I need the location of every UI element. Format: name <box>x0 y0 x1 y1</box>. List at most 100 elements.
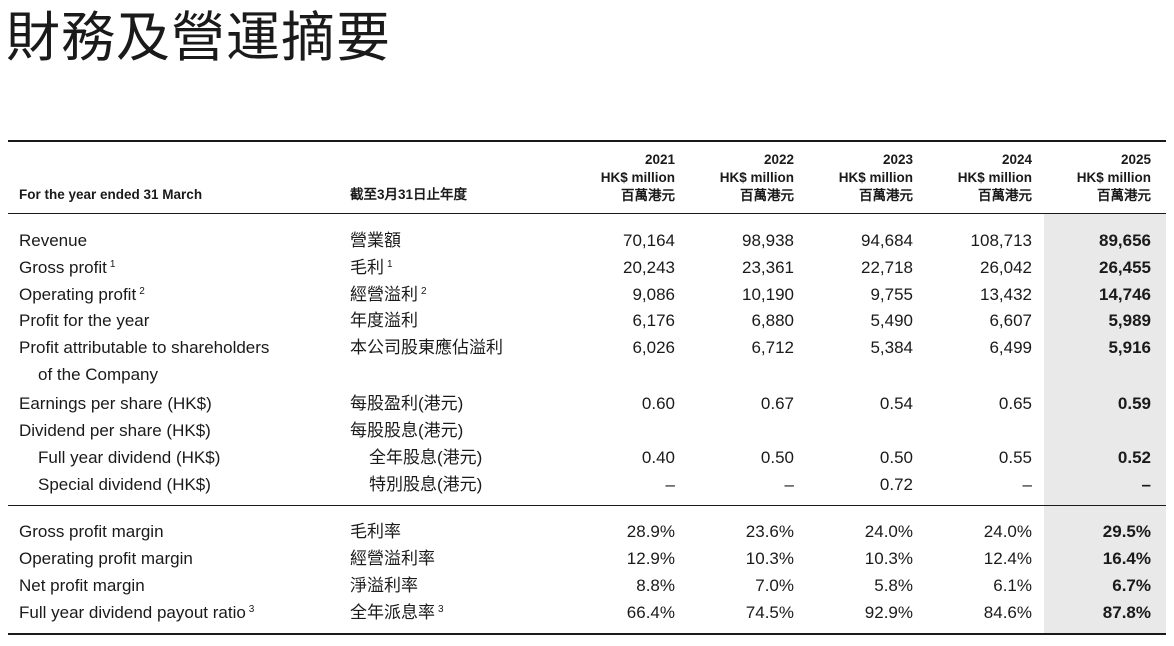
footnote-marker: 3 <box>438 604 444 615</box>
row-label-zh: 每股股息(港元) <box>350 421 464 440</box>
table-bottom-rule <box>8 633 1166 635</box>
value-2024: 6,607 <box>989 311 1032 330</box>
section-divider <box>8 505 1166 506</box>
header-year-2022: 2022 HK$ million 百萬港元 <box>674 151 794 205</box>
value-2023: 0.54 <box>879 394 913 413</box>
value-2025: 16.4% <box>1102 549 1151 568</box>
value-2025: 6.7% <box>1112 576 1151 595</box>
value-2022: 6,712 <box>751 338 794 357</box>
value-2021: 28.9% <box>626 522 675 541</box>
row-label-en: Full year dividend (HK$) <box>38 448 221 467</box>
value-2021: 12.9% <box>626 549 675 568</box>
row-label-en: Gross profit margin <box>19 522 164 541</box>
table-top-rule <box>8 140 1166 142</box>
row-label-zh: 營業額 <box>350 231 401 250</box>
value-2023: 5.8% <box>874 576 913 595</box>
value-2022: 98,938 <box>742 231 794 250</box>
value-2022: 0.50 <box>760 448 794 467</box>
value-2021: – <box>665 475 675 494</box>
header-label-zh: 截至3月31日止年度 <box>350 187 468 202</box>
footnote-marker: 2 <box>139 286 145 297</box>
value-2024: 26,042 <box>980 258 1032 277</box>
row-label-zh: 經營溢利率 <box>350 549 435 568</box>
header-year-2025: 2025 HK$ million 百萬港元 <box>1031 151 1151 205</box>
header-rule <box>8 213 1166 214</box>
value-2022: 0.67 <box>760 394 794 413</box>
row-label-en-continued: of the Company <box>38 365 159 384</box>
unit-zh-label: 百萬港元 <box>621 188 675 203</box>
value-2024: 108,713 <box>970 231 1032 250</box>
header-year-2024: 2024 HK$ million 百萬港元 <box>912 151 1032 205</box>
unit-zh-label: 百萬港元 <box>1097 188 1151 203</box>
value-2023: 24.0% <box>864 522 913 541</box>
value-2022: 10,190 <box>742 285 794 304</box>
value-2023: 5,384 <box>870 338 913 357</box>
row-label-zh: 毛利 1 <box>350 258 393 277</box>
value-2021: 8.8% <box>636 576 675 595</box>
row-label-en: Operating profit 2 <box>19 285 145 304</box>
row-label-zh: 本公司股東應佔溢利 <box>350 338 503 357</box>
row-label-en: Operating profit margin <box>19 549 193 568</box>
header-label-en: For the year ended 31 March <box>19 187 203 202</box>
row-label-en: Special dividend (HK$) <box>38 475 211 494</box>
footnote-marker: 1 <box>387 259 393 270</box>
value-2024: 12.4% <box>983 549 1032 568</box>
value-2024: 0.55 <box>998 448 1032 467</box>
row-label-zh: 毛利率 <box>350 522 401 541</box>
row-label-en: Revenue <box>19 231 88 250</box>
value-2023: 22,718 <box>861 258 913 277</box>
value-2021: 9,086 <box>632 285 675 304</box>
header-year-2023: 2023 HK$ million 百萬港元 <box>793 151 913 205</box>
value-2023: 9,755 <box>870 285 913 304</box>
value-2022: 10.3% <box>745 549 794 568</box>
value-2022: 23.6% <box>745 522 794 541</box>
value-2025: – <box>1141 475 1151 494</box>
unit-en-label: HK$ million <box>1076 170 1151 185</box>
value-2025: 0.52 <box>1117 448 1151 467</box>
value-2022: 6,880 <box>751 311 794 330</box>
row-label-en: Dividend per share (HK$) <box>19 421 211 440</box>
unit-en-label: HK$ million <box>719 170 794 185</box>
row-label-zh: 淨溢利率 <box>350 576 418 595</box>
value-2024: 24.0% <box>983 522 1032 541</box>
value-2022: 23,361 <box>742 258 794 277</box>
row-label-zh: 年度溢利 <box>350 311 418 330</box>
unit-zh-label: 百萬港元 <box>978 188 1032 203</box>
year-label: 2021 <box>644 152 675 167</box>
value-2021: 70,164 <box>623 231 675 250</box>
year-label: 2022 <box>763 152 794 167</box>
row-label-zh: 全年股息(港元) <box>369 448 483 467</box>
page-title: 財務及營運摘要 <box>6 6 391 69</box>
value-2021: 66.4% <box>626 603 675 622</box>
value-2024: 6.1% <box>993 576 1032 595</box>
value-2025: 89,656 <box>1099 231 1151 250</box>
year-label: 2023 <box>882 152 913 167</box>
row-label-en: Net profit margin <box>19 576 145 595</box>
unit-zh-label: 百萬港元 <box>740 188 794 203</box>
value-2025: 0.59 <box>1117 394 1151 413</box>
value-2022: 74.5% <box>745 603 794 622</box>
row-label-en: Gross profit 1 <box>19 258 116 277</box>
value-2025: 26,455 <box>1099 258 1151 277</box>
row-label-en: Profit attributable to shareholders <box>19 338 270 357</box>
value-2021: 6,026 <box>632 338 675 357</box>
value-2024: 0.65 <box>998 394 1032 413</box>
value-2025: 29.5% <box>1102 522 1151 541</box>
unit-en-label: HK$ million <box>957 170 1032 185</box>
row-label-en: Profit for the year <box>19 311 150 330</box>
value-2024: 13,432 <box>980 285 1032 304</box>
value-2021: 20,243 <box>623 258 675 277</box>
value-2022: – <box>784 475 794 494</box>
row-label-zh: 特別股息(港元) <box>369 475 483 494</box>
value-2025: 87.8% <box>1102 603 1151 622</box>
unit-zh-label: 百萬港元 <box>859 188 913 203</box>
row-label-en: Earnings per share (HK$) <box>19 394 212 413</box>
header-year-2021: 2021 HK$ million 百萬港元 <box>555 151 675 205</box>
value-2021: 6,176 <box>632 311 675 330</box>
footnote-marker: 3 <box>248 604 255 615</box>
value-2025: 5,989 <box>1108 311 1151 330</box>
footnote-marker: 1 <box>109 259 116 270</box>
value-2024: – <box>1022 475 1032 494</box>
year-label: 2025 <box>1120 152 1151 167</box>
row-label-zh: 全年派息率 3 <box>350 603 444 622</box>
